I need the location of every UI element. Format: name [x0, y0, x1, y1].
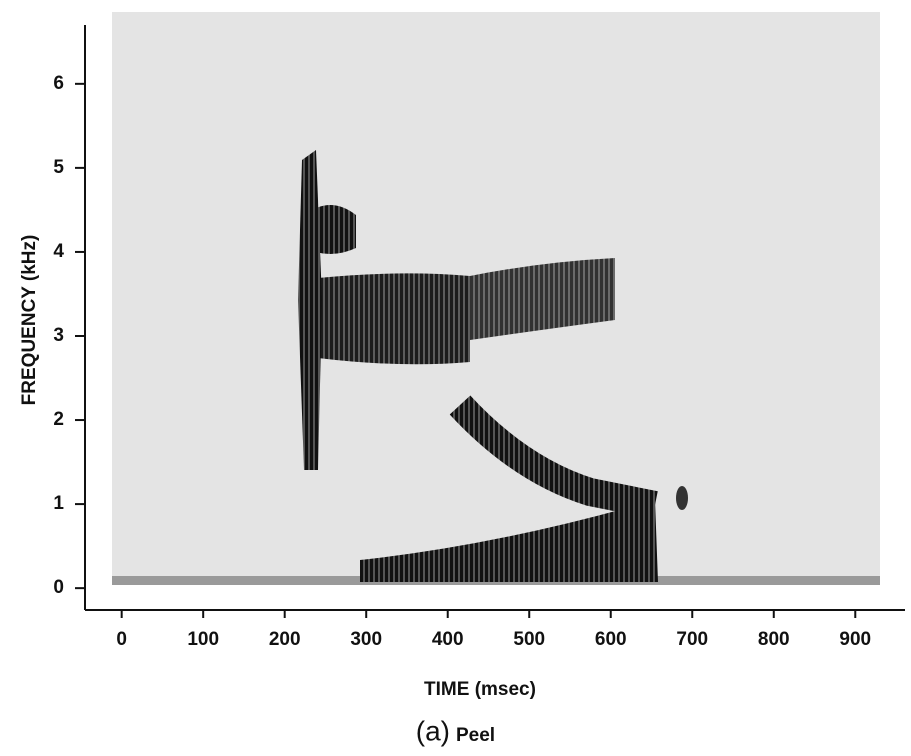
y-tick-label: 2 [53, 409, 64, 430]
x-tick-label: 300 [350, 629, 382, 650]
x-tick-label: 700 [676, 629, 708, 650]
y-tick-label: 5 [53, 157, 64, 178]
x-tick-label: 600 [595, 629, 627, 650]
y-tick-label: 4 [53, 241, 64, 262]
x-tick-label: 200 [269, 629, 301, 650]
x-tick-label: 900 [839, 629, 871, 650]
spectrogram-image [112, 12, 880, 585]
x-tick-label: 500 [513, 629, 545, 650]
y-tick-label: 0 [53, 577, 64, 598]
y-tick-label: 1 [53, 493, 64, 514]
y-tick-label: 3 [53, 325, 64, 346]
chart-title: Peel [456, 725, 495, 746]
y-axis-label: FREQUENCY (kHz) [19, 235, 40, 406]
x-axis-label: TIME (msec) [424, 679, 536, 700]
x-tick-label: 100 [187, 629, 219, 650]
panel-label: (a) [416, 715, 450, 746]
y-tick-label: 6 [53, 73, 64, 94]
x-tick-label: 0 [116, 629, 127, 650]
x-tick-label: 400 [432, 629, 464, 650]
x-tick-label: 800 [758, 629, 790, 650]
